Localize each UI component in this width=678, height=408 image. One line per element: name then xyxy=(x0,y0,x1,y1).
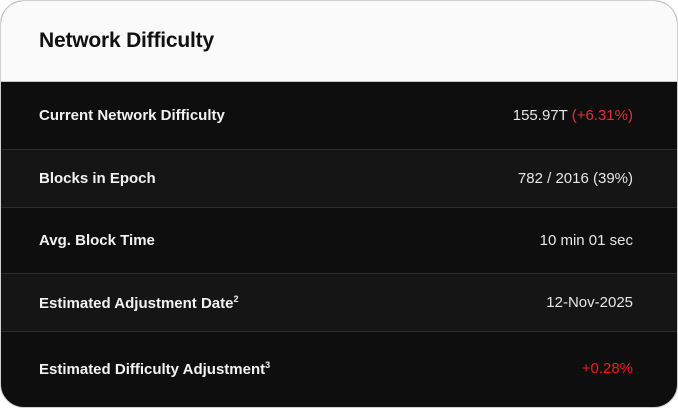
difficulty-change: (+6.31%) xyxy=(571,107,633,124)
row-value: +0.28% xyxy=(581,360,633,377)
label-text: Estimated Adjustment Date xyxy=(39,294,234,312)
footnote-marker[interactable]: 3 xyxy=(265,359,271,370)
row-label: Estimated Difficulty Adjustment3 xyxy=(39,360,270,378)
row-value: 10 min 01 sec xyxy=(539,232,633,249)
row-blocks-in-epoch: Blocks in Epoch 782 / 2016 (39%) xyxy=(1,149,677,208)
row-estimated-difficulty-adjustment: Estimated Difficulty Adjustment3 +0.28% xyxy=(1,332,677,405)
row-label: Blocks in Epoch xyxy=(39,170,156,187)
row-value: 782 / 2016 (39%) xyxy=(517,170,633,187)
row-estimated-adjustment-date: Estimated Adjustment Date2 12-Nov-2025 xyxy=(1,273,677,332)
row-label: Avg. Block Time xyxy=(39,232,155,249)
difficulty-value: 155.97T xyxy=(512,107,568,124)
footnote-marker[interactable]: 2 xyxy=(233,293,239,304)
row-avg-block-time: Avg. Block Time 10 min 01 sec xyxy=(1,208,677,273)
row-label: Estimated Adjustment Date2 xyxy=(39,294,239,312)
card-header: Network Difficulty xyxy=(1,1,677,82)
row-value: 12-Nov-2025 xyxy=(546,294,633,311)
label-text: Estimated Difficulty Adjustment xyxy=(39,360,266,378)
card-title: Network Difficulty xyxy=(39,29,214,52)
row-label: Current Network Difficulty xyxy=(39,107,225,124)
row-current-difficulty: Current Network Difficulty 155.97T (+6.3… xyxy=(1,82,677,149)
row-value: 155.97T (+6.31%) xyxy=(513,107,633,124)
